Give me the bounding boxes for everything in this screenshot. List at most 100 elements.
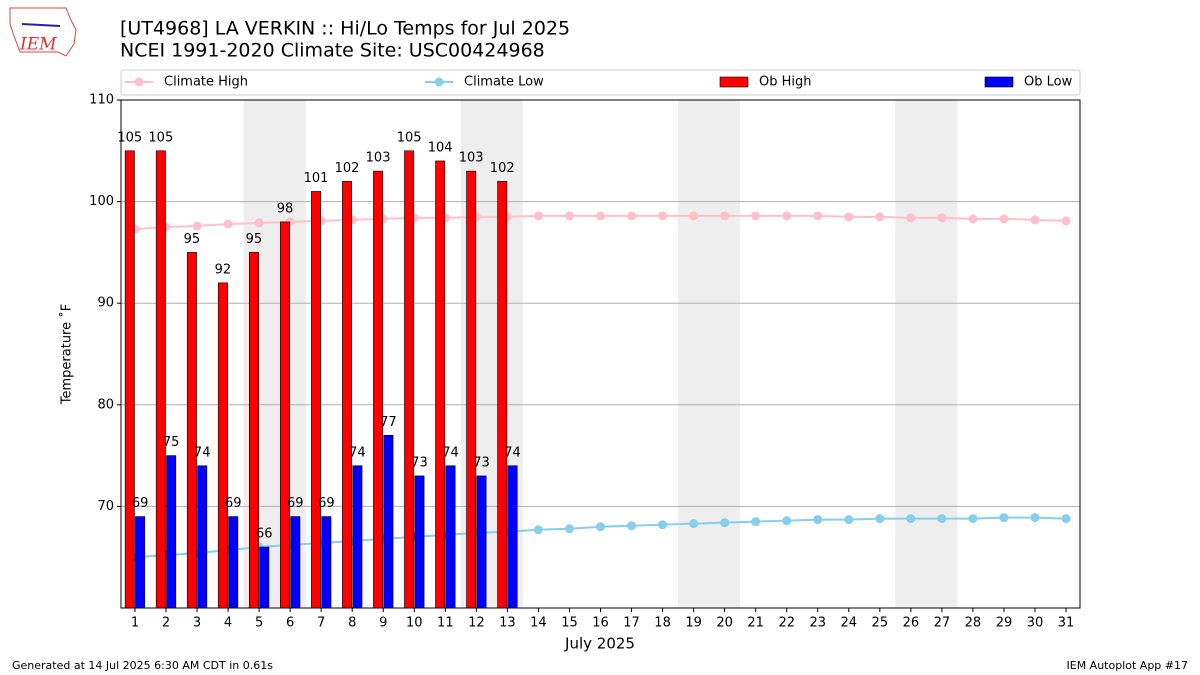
value-label: 104 bbox=[428, 140, 453, 155]
x-tick-label: 24 bbox=[841, 616, 858, 631]
bar bbox=[445, 465, 456, 608]
legend-swatch bbox=[134, 77, 144, 87]
value-label: 74 bbox=[194, 445, 211, 460]
bar bbox=[414, 475, 425, 608]
bar bbox=[166, 455, 177, 608]
marker bbox=[782, 516, 792, 526]
marker bbox=[564, 524, 574, 534]
marker bbox=[782, 211, 792, 221]
value-label: 74 bbox=[442, 445, 459, 460]
value-label: 66 bbox=[256, 527, 273, 542]
marker bbox=[906, 514, 916, 524]
marker bbox=[1061, 514, 1071, 524]
weekend-shade bbox=[895, 100, 958, 608]
value-label: 102 bbox=[490, 161, 515, 176]
x-tick-label: 21 bbox=[747, 616, 764, 631]
x-tick-label: 12 bbox=[468, 616, 485, 631]
value-label: 103 bbox=[366, 151, 391, 166]
marker bbox=[968, 514, 978, 524]
value-label: 98 bbox=[277, 201, 294, 216]
marker bbox=[689, 211, 699, 221]
y-tick-label: 100 bbox=[89, 194, 114, 209]
x-tick-label: 15 bbox=[561, 616, 578, 631]
chart-subtitle: NCEI 1991-2020 Climate Site: USC00424968 bbox=[120, 40, 545, 62]
marker bbox=[627, 521, 637, 531]
bar bbox=[135, 516, 146, 608]
footer-left: Generated at 14 Jul 2025 6:30 AM CDT in … bbox=[12, 659, 273, 672]
bar bbox=[248, 252, 259, 608]
bar bbox=[342, 180, 353, 608]
legend-label: Ob Low bbox=[1024, 75, 1073, 90]
x-tick-label: 20 bbox=[716, 616, 733, 631]
bar bbox=[155, 150, 166, 608]
legend-label: Climate High bbox=[164, 75, 248, 90]
value-label: 74 bbox=[504, 445, 521, 460]
bar bbox=[280, 221, 290, 608]
footer-right: IEM Autoplot App #17 bbox=[1067, 659, 1189, 672]
x-tick-label: 6 bbox=[286, 616, 294, 631]
x-tick-label: 25 bbox=[872, 616, 889, 631]
marker bbox=[223, 219, 233, 229]
bar bbox=[404, 150, 415, 608]
logo-mark bbox=[21, 23, 61, 27]
marker bbox=[999, 214, 1009, 224]
legend-swatch bbox=[984, 76, 1014, 88]
marker bbox=[720, 518, 730, 528]
x-axis-label: July 2025 bbox=[564, 635, 635, 653]
bar bbox=[290, 516, 301, 608]
value-label: 95 bbox=[184, 232, 201, 247]
x-tick-label: 3 bbox=[193, 616, 201, 631]
x-tick-label: 4 bbox=[224, 616, 232, 631]
marker bbox=[906, 213, 916, 223]
value-label: 73 bbox=[473, 455, 490, 470]
marker bbox=[844, 515, 854, 525]
value-label: 102 bbox=[335, 161, 360, 176]
marker bbox=[689, 519, 699, 529]
x-tick-label: 27 bbox=[934, 616, 951, 631]
marker bbox=[658, 520, 668, 530]
x-tick-label: 17 bbox=[623, 616, 640, 631]
marker bbox=[596, 211, 605, 221]
x-tick-label: 1 bbox=[131, 616, 139, 631]
x-tick-label: 13 bbox=[499, 616, 516, 631]
marker bbox=[658, 211, 668, 221]
x-tick-label: 23 bbox=[809, 616, 826, 631]
marker bbox=[627, 211, 637, 221]
legend-label: Ob High bbox=[759, 75, 812, 90]
x-tick-label: 9 bbox=[379, 616, 387, 631]
bar bbox=[497, 180, 508, 608]
bar bbox=[321, 516, 332, 608]
value-label: 69 bbox=[225, 496, 242, 511]
marker bbox=[875, 514, 885, 524]
legend-box bbox=[120, 69, 1081, 96]
marker bbox=[968, 214, 978, 224]
marker bbox=[937, 514, 947, 524]
value-label: 105 bbox=[148, 130, 173, 145]
value-label: 77 bbox=[380, 415, 397, 430]
value-label: 75 bbox=[163, 435, 180, 450]
value-label: 103 bbox=[459, 151, 484, 166]
value-label: 101 bbox=[304, 171, 329, 186]
x-tick-label: 28 bbox=[965, 616, 982, 631]
plot-area bbox=[121, 99, 1080, 608]
y-tick-label: 80 bbox=[97, 397, 114, 412]
weekend-shade bbox=[678, 100, 741, 608]
marker bbox=[875, 212, 885, 222]
value-label: 69 bbox=[287, 496, 304, 511]
x-tick-label: 29 bbox=[996, 616, 1013, 631]
bar bbox=[507, 465, 518, 608]
x-tick-label: 5 bbox=[255, 616, 263, 631]
marker bbox=[813, 211, 823, 221]
y-tick-label: 70 bbox=[97, 499, 114, 514]
legend-label: Climate Low bbox=[464, 75, 544, 90]
bar bbox=[476, 475, 487, 608]
bar bbox=[197, 465, 208, 608]
marker bbox=[1030, 513, 1040, 523]
value-label: 92 bbox=[215, 262, 232, 277]
value-label: 69 bbox=[318, 496, 335, 511]
bar bbox=[186, 252, 197, 608]
marker bbox=[937, 213, 947, 223]
x-tick-label: 26 bbox=[903, 616, 920, 631]
logo-text: IEM bbox=[19, 35, 57, 55]
marker bbox=[751, 517, 761, 527]
